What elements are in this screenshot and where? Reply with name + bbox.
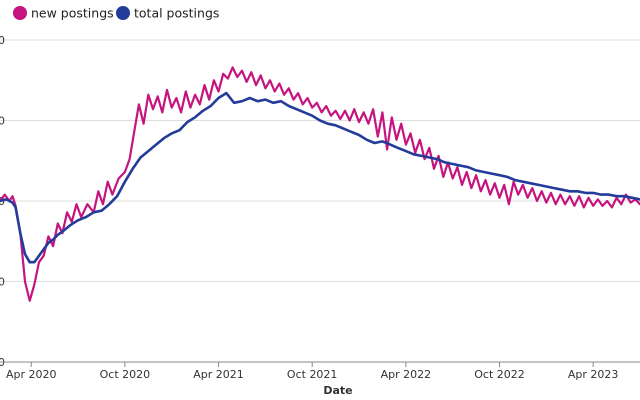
legend-label-new-postings: new postings [31, 6, 114, 21]
y-tick-label-50: 50 [0, 276, 5, 289]
y-tick-label-200: 200 [0, 34, 5, 47]
legend-item-total-postings[interactable]: total postings [116, 6, 219, 21]
legend-item-new-postings[interactable]: new postings [13, 6, 114, 21]
x-tick-label: Oct 2022 [474, 368, 525, 381]
legend-swatch-total-postings [116, 6, 130, 20]
x-axis-ticks: Apr 2020 Oct 2020 Apr 2021 Oct 2021 Apr 2022… [6, 362, 619, 381]
x-tick-label: Apr 2021 [193, 368, 244, 381]
legend-swatch-new-postings [13, 6, 27, 20]
x-tick-label: Oct 2021 [287, 368, 338, 381]
legend-label-total-postings: total postings [134, 6, 219, 21]
plot-lines [0, 66, 640, 302]
x-tick-label: Apr 2023 [568, 368, 619, 381]
series-line-new-postings[interactable] [0, 66, 640, 302]
y-tick-label-150: 150 [0, 115, 5, 128]
x-tick-label: Apr 2022 [381, 368, 432, 381]
x-tick-label: Oct 2020 [100, 368, 151, 381]
x-axis-title: Date [323, 384, 352, 397]
legend[interactable]: new postings total postings [13, 6, 219, 21]
x-tick-label: Apr 2020 [6, 368, 57, 381]
series-line-total-postings[interactable] [0, 91, 640, 264]
